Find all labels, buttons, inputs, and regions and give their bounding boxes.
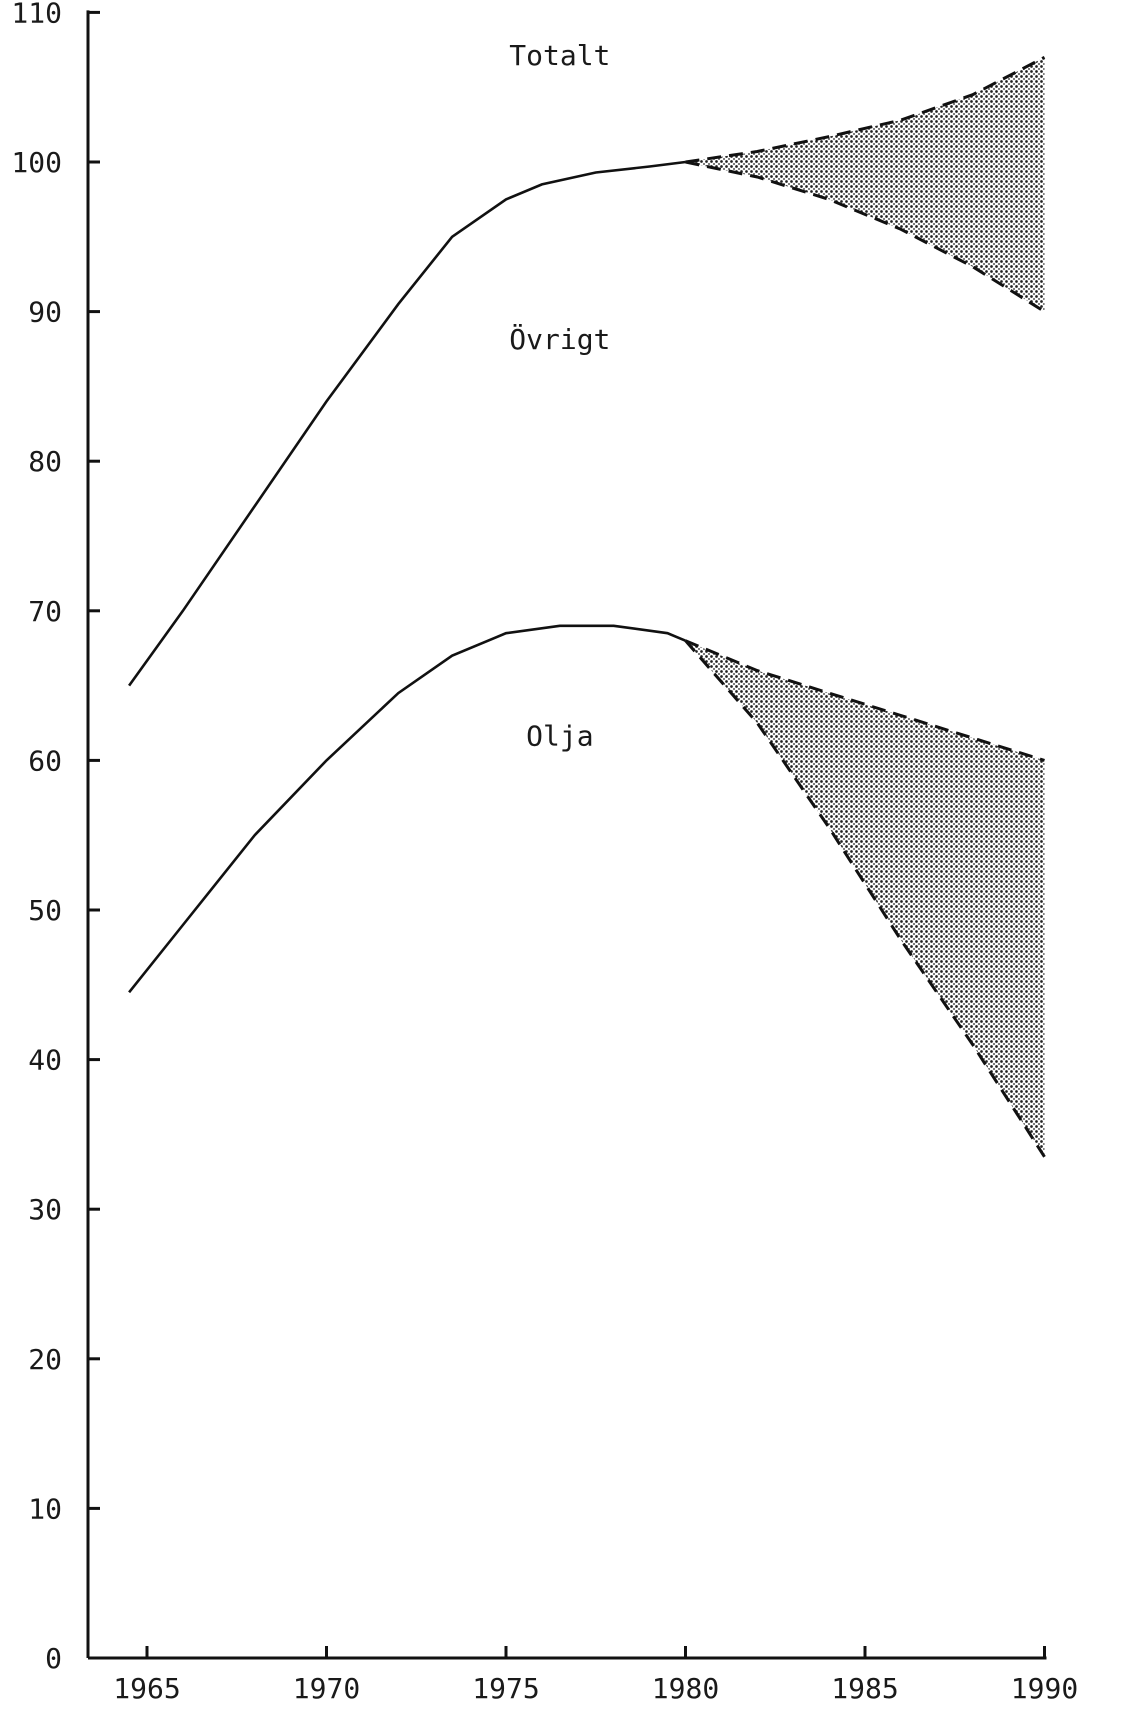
y-tick-label: 0	[45, 1642, 62, 1675]
annotation-totalt: Totalt	[509, 39, 610, 72]
y-tick-label: 60	[28, 744, 62, 777]
x-tick-label: 1990	[1011, 1672, 1078, 1705]
y-tick-label: 10	[28, 1492, 62, 1525]
annotation-olja: Olja	[526, 719, 593, 752]
annotation-ovrigt: Övrigt	[509, 322, 610, 356]
series-line-totalt-ovre-prognos	[685, 55, 1046, 164]
series-line-olja-ovre-prognos	[684, 639, 1045, 762]
series-line-olja-nedre-prognos	[684, 639, 1046, 1158]
forecast-band-1	[685, 57, 1045, 312]
y-tick-label: 40	[28, 1044, 62, 1077]
y-tick-label: 70	[28, 595, 62, 628]
y-tick-label: 30	[28, 1193, 62, 1226]
x-tick-label: 1970	[293, 1672, 360, 1705]
x-tick-label: 1980	[652, 1672, 719, 1705]
x-tick-label: 1965	[113, 1672, 180, 1705]
y-tick-label: 20	[28, 1343, 62, 1376]
y-tick-label: 90	[28, 296, 62, 329]
y-tick-label: 110	[11, 0, 62, 29]
series-line-totalt	[128, 160, 686, 687]
y-tick-label: 50	[28, 894, 62, 927]
x-tick-label: 1975	[472, 1672, 539, 1705]
x-tick-label: 1985	[831, 1672, 898, 1705]
series-line-totalt-nedre-prognos	[685, 160, 1046, 313]
forecast-band-2	[685, 640, 1045, 1157]
series-line-olja	[128, 624, 686, 994]
y-tick-label: 100	[11, 146, 62, 179]
y-tick-label: 80	[28, 445, 62, 478]
